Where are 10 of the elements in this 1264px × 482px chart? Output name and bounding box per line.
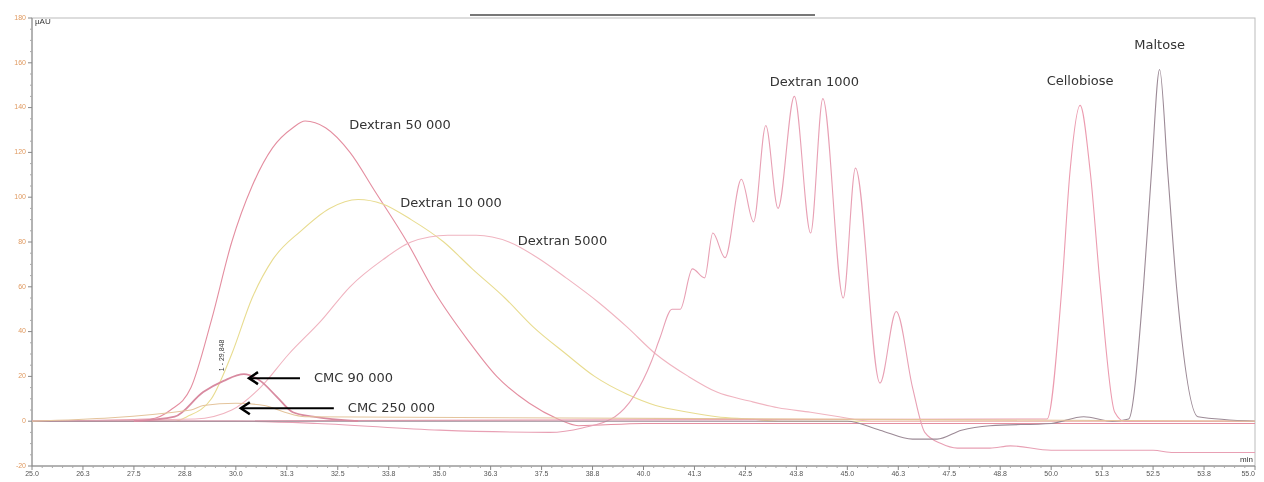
text: CMC 90 000 [313, 369, 393, 385]
series-label: Dextran 1000 [769, 73, 860, 89]
series-label: Cellobiose [1046, 72, 1114, 88]
series-label: Dextran 10 000 [400, 194, 502, 210]
series-label: CMC 250 000 [347, 399, 436, 415]
x-axis-title: min [1240, 455, 1253, 464]
y-axis-title: µAU [35, 17, 51, 26]
series-label: Dextran 50 000 [349, 116, 451, 132]
series-label: Maltose [1134, 37, 1185, 53]
series-label: Dextran 5000 [517, 232, 608, 248]
